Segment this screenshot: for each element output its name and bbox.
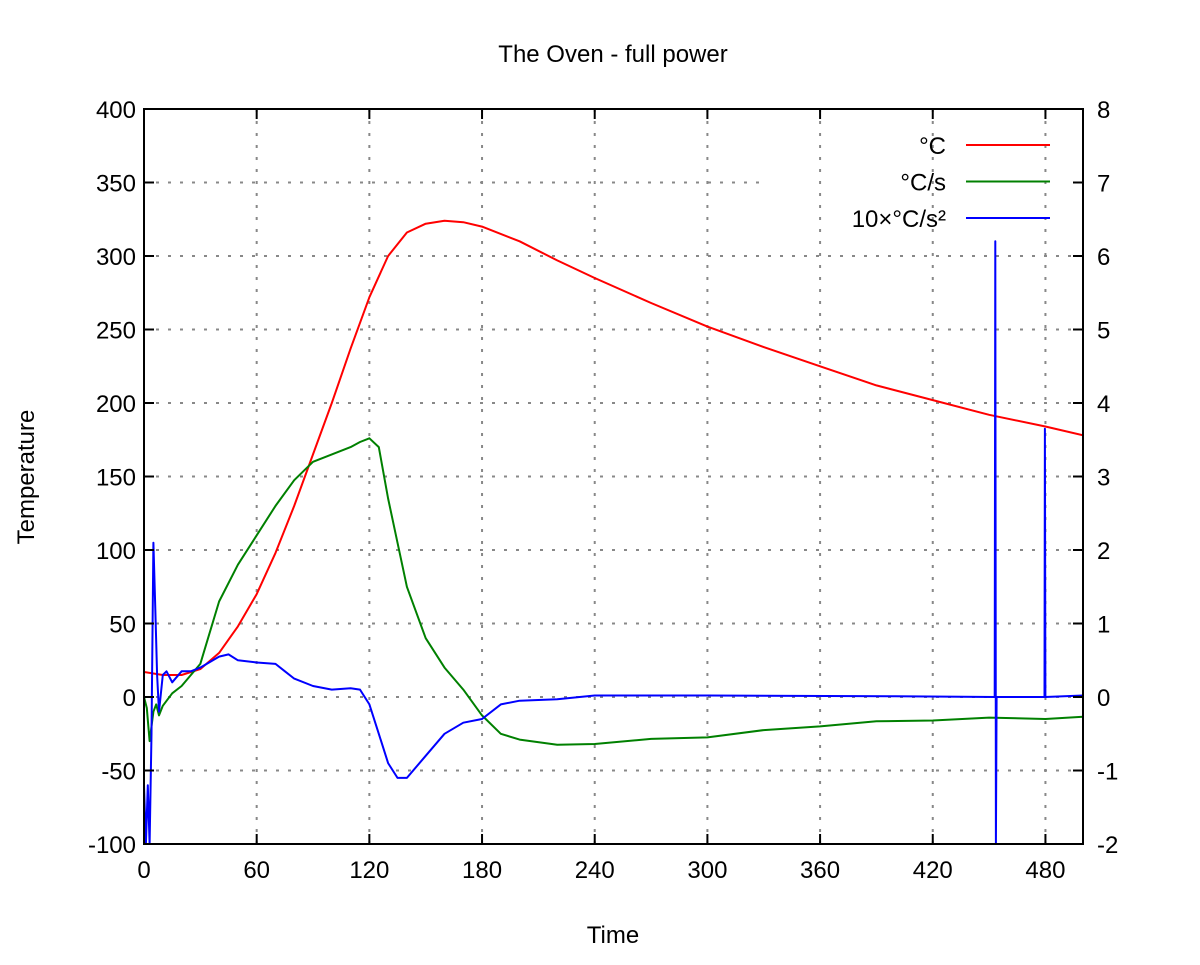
x-tick-label: 300 bbox=[687, 857, 727, 884]
y-tick-label: 200 bbox=[96, 391, 136, 418]
x-tick-label: 60 bbox=[243, 857, 270, 884]
axes: 0 60 120 180 240 300 360 420 480-100-50050100150… bbox=[88, 97, 1118, 884]
x-tick-label: 360 bbox=[800, 857, 840, 884]
y2-tick-label: 8 bbox=[1097, 97, 1110, 124]
y-tick-label: 400 bbox=[96, 97, 136, 124]
grid bbox=[144, 109, 1083, 844]
chart-title: The Oven - full power bbox=[498, 41, 727, 68]
x-tick-label: 120 bbox=[349, 857, 389, 884]
y2-tick-label: -2 bbox=[1097, 832, 1118, 859]
series-line-3 bbox=[144, 240, 1083, 844]
y2-tick-label: 0 bbox=[1097, 685, 1110, 712]
legend-label: °C bbox=[919, 133, 946, 160]
legend-label: °C/s bbox=[900, 170, 946, 197]
x-tick-label: 180 bbox=[462, 857, 502, 884]
y2-tick-label: 3 bbox=[1097, 465, 1110, 492]
legend-label: 10×°C/s² bbox=[852, 206, 946, 233]
x-tick-label: 0 bbox=[137, 857, 150, 884]
plot-border bbox=[143, 108, 1084, 845]
y-axis-label: Temperature bbox=[13, 410, 40, 545]
y-tick-label: 150 bbox=[96, 465, 136, 492]
x-axis-label: Time bbox=[587, 922, 639, 949]
y2-tick-label: 5 bbox=[1097, 318, 1110, 345]
y2-tick-label: -1 bbox=[1097, 759, 1118, 786]
series-line-2 bbox=[144, 437, 1083, 746]
y-tick-label: 50 bbox=[109, 612, 136, 639]
y-tick-label: 300 bbox=[96, 244, 136, 271]
y2-tick-label: 7 bbox=[1097, 171, 1110, 198]
y2-tick-label: 2 bbox=[1097, 538, 1110, 565]
series-group bbox=[144, 219, 1083, 844]
y-tick-label: 100 bbox=[96, 538, 136, 565]
legend: °C °C/s 10×°C/s² bbox=[852, 133, 1050, 233]
y2-tick-label: 1 bbox=[1097, 612, 1110, 639]
y-tick-label: -100 bbox=[88, 832, 136, 859]
y-tick-label: 0 bbox=[123, 685, 136, 712]
y-tick-label: 250 bbox=[96, 318, 136, 345]
series-line-1 bbox=[144, 219, 1083, 676]
y2-tick-label: 6 bbox=[1097, 244, 1110, 271]
y-tick-label: 350 bbox=[96, 171, 136, 198]
y-tick-label: -50 bbox=[101, 759, 136, 786]
x-tick-label: 420 bbox=[913, 857, 953, 884]
x-tick-label: 480 bbox=[1025, 857, 1065, 884]
y2-tick-label: 4 bbox=[1097, 391, 1110, 418]
x-tick-label: 240 bbox=[575, 857, 615, 884]
